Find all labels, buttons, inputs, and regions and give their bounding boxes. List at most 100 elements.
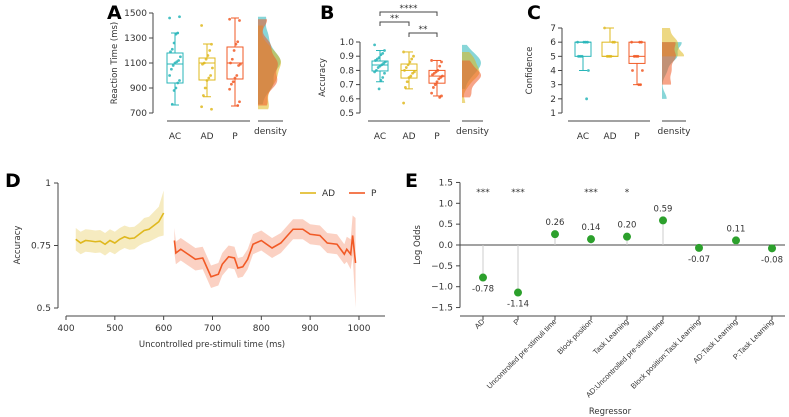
data-point [234,42,238,46]
panel-title-a: A [107,2,122,24]
x-tick-label: 600 [155,324,172,334]
data-point [587,69,590,72]
density-p [462,60,481,98]
coefficient-value-label: -0.78 [472,285,494,295]
y-tick-label: 0.5 [37,304,51,314]
significance-stars: ** [390,14,400,24]
data-point [605,54,609,58]
data-point [585,97,588,101]
x-tick-label: AD [603,132,616,142]
y-tick-label: 6 [550,38,556,48]
data-point [168,16,172,20]
data-point [637,83,641,87]
coefficient-point [695,243,703,252]
density-p [662,42,676,85]
y-tick-label: −1.0 [431,283,453,293]
y-axis-label: Accuracy [318,58,328,97]
coefficient-point [732,236,740,245]
ci-band-ad [75,190,164,256]
data-point [411,71,414,75]
data-point [237,64,241,67]
x-tick-label: 700 [204,324,221,334]
y-tick-label: 3 [550,81,556,91]
data-point [404,66,408,69]
x-tick-label: P [634,132,640,142]
density-label: density [658,127,692,137]
y-tick-label: 1.0 [439,199,454,209]
data-point [206,54,210,57]
data-point [230,82,233,86]
data-point [173,61,177,65]
y-axis-label: Confidence [525,47,535,95]
data-point [638,40,642,44]
data-point [379,53,383,57]
data-point [228,87,232,91]
data-point [211,66,214,70]
data-point [438,95,442,99]
y-axis-label: Reaction Time (ms) [110,22,120,104]
legend-label-p: P [371,189,377,199]
x-tick-label: Block position:Task Learning [629,317,703,391]
y-tick-label: 1 [550,109,556,119]
data-point [229,61,232,65]
data-point [630,40,633,44]
significance-bracket [379,21,410,26]
x-tick-label: AD [402,132,415,142]
y-tick-label: 1 [45,179,51,189]
data-point [433,83,437,86]
data-point [174,32,178,36]
data-point [407,76,411,79]
data-point [228,17,232,21]
data-point [435,80,439,84]
x-tick-label: AD [200,132,213,142]
data-point [404,86,407,89]
data-point [238,19,241,22]
data-point [373,70,376,74]
ci-band-p [174,215,356,308]
data-point [172,89,176,92]
coefficient-value-label: 0.11 [727,224,746,234]
data-point [172,41,176,45]
data-point [174,86,178,90]
data-point [440,60,443,64]
y-tick-label: 0.75 [31,242,51,252]
y-tick-label: 1100 [124,59,147,69]
data-point [178,79,181,82]
data-point [641,69,644,72]
data-point [383,49,386,52]
x-tick-label: 500 [106,324,123,334]
data-point [170,67,173,71]
y-tick-label: 0.8 [340,66,355,76]
x-axis-label: Regressor [589,407,632,417]
panel-title-c: C [527,2,541,24]
line-ad [75,212,165,246]
coefficient-value-label: 0.14 [582,223,601,233]
data-point [373,43,376,47]
x-tick-label: Uncontrolled pre-stimuli time [485,317,559,391]
x-tick-label: Block position [555,317,594,356]
data-point [204,57,208,61]
coefficient-point [514,288,522,297]
y-tick-label: 1.0 [340,38,355,48]
significance-stars: ** [419,25,429,35]
data-point [230,57,234,61]
x-tick-label: 400 [57,324,74,334]
data-point [437,77,441,81]
data-point [207,76,211,80]
y-tick-label: 7 [550,24,556,34]
data-point [406,63,410,67]
data-point [374,59,377,62]
x-axis-label: Uncontrolled pre-stimuli time (ms) [139,340,285,350]
data-point [582,40,586,44]
data-point [405,80,409,84]
significance-stars: **** [400,4,419,14]
coefficient-value-label: -0.07 [688,255,710,265]
x-tick-label: P [232,132,238,142]
y-tick-label: 900 [130,84,147,94]
x-tick-label: P [512,317,522,327]
data-point [202,94,205,97]
data-point [170,47,174,51]
y-tick-label: 0.0 [439,241,454,251]
box-ad [601,41,619,57]
